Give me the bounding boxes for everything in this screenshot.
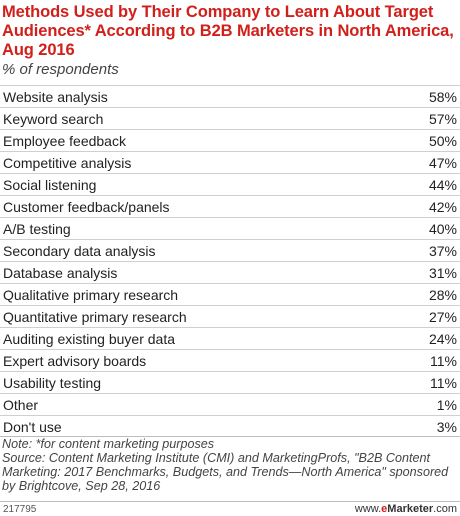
table-row: Expert advisory boards 11%	[0, 349, 460, 371]
row-label: Expert advisory boards	[3, 353, 147, 369]
chart-title: Methods Used by Their Company to Learn A…	[2, 3, 454, 59]
row-label: Usability testing	[3, 375, 102, 391]
table-row: Other 1%	[0, 393, 460, 415]
row-label: Competitive analysis	[3, 155, 132, 171]
row-value: 11%	[430, 353, 457, 369]
row-value: 3%	[436, 419, 457, 435]
row-label: Quantitative primary research	[3, 309, 187, 325]
row-value: 28%	[428, 287, 457, 303]
row-label: Social listening	[3, 177, 97, 193]
table-row: Customer feedback/panels 42%	[0, 195, 460, 217]
chart-id: 217795	[3, 504, 37, 515]
row-value: 40%	[428, 221, 457, 237]
table-row: Quantitative primary research 27%	[0, 305, 460, 327]
table-row: Website analysis 58%	[0, 85, 460, 107]
row-label: Keyword search	[3, 111, 104, 127]
table-row: A/B testing 40%	[0, 217, 460, 239]
brand-name: Marketer	[387, 503, 434, 515]
row-value: 44%	[428, 177, 457, 193]
row-value: 50%	[428, 133, 457, 149]
table-row: Don't use 3%	[0, 415, 460, 437]
table-row: Social listening 44%	[0, 173, 460, 195]
row-value: 57%	[428, 111, 457, 127]
row-value: 11%	[430, 375, 457, 391]
chart-subtitle: % of respondents	[2, 61, 119, 78]
row-label: Other	[3, 397, 39, 413]
row-label: Database analysis	[3, 265, 118, 281]
row-value: 24%	[428, 331, 457, 347]
brand-logo[interactable]: www.eMarketer.com	[355, 503, 457, 515]
table-row: Employee feedback 50%	[0, 129, 460, 151]
row-label: Customer feedback/panels	[3, 199, 170, 215]
source-text: Source: Content Marketing Institute (CMI…	[2, 451, 449, 493]
row-label: Qualitative primary research	[3, 287, 179, 303]
brand-accent: e	[381, 503, 388, 515]
table-row: Keyword search 57%	[0, 107, 460, 129]
table-row: Usability testing 11%	[0, 371, 460, 393]
table-row: Competitive analysis 47%	[0, 151, 460, 173]
row-label: Secondary data analysis	[3, 243, 156, 259]
row-label: Auditing existing buyer data	[3, 331, 175, 347]
row-label: Website analysis	[3, 89, 108, 105]
row-label: Employee feedback	[3, 133, 126, 149]
row-value: 37%	[428, 243, 457, 259]
table-row: Secondary data analysis 37%	[0, 239, 460, 261]
table-row: Qualitative primary research 28%	[0, 283, 460, 305]
brand-prefix: www.	[354, 503, 382, 515]
table-row: Auditing existing buyer data 24%	[0, 327, 460, 349]
row-value: 47%	[428, 155, 457, 171]
notes: Note: *for content marketing purposes So…	[2, 437, 454, 493]
row-label: A/B testing	[3, 221, 71, 237]
row-value: 42%	[428, 199, 457, 215]
brand-suffix: .com	[433, 503, 457, 515]
data-table: Website analysis 58% Keyword search 57% Empl…	[0, 85, 460, 437]
row-value: 27%	[428, 309, 457, 325]
row-value: 1%	[436, 397, 457, 413]
note-text: Note: *for content marketing purposes	[2, 437, 215, 451]
row-value: 58%	[428, 89, 457, 105]
row-value: 31%	[428, 265, 457, 281]
row-label: Don't use	[3, 419, 62, 435]
footer: 217795 www.eMarketer.com	[0, 501, 460, 516]
table-row: Database analysis 31%	[0, 261, 460, 283]
